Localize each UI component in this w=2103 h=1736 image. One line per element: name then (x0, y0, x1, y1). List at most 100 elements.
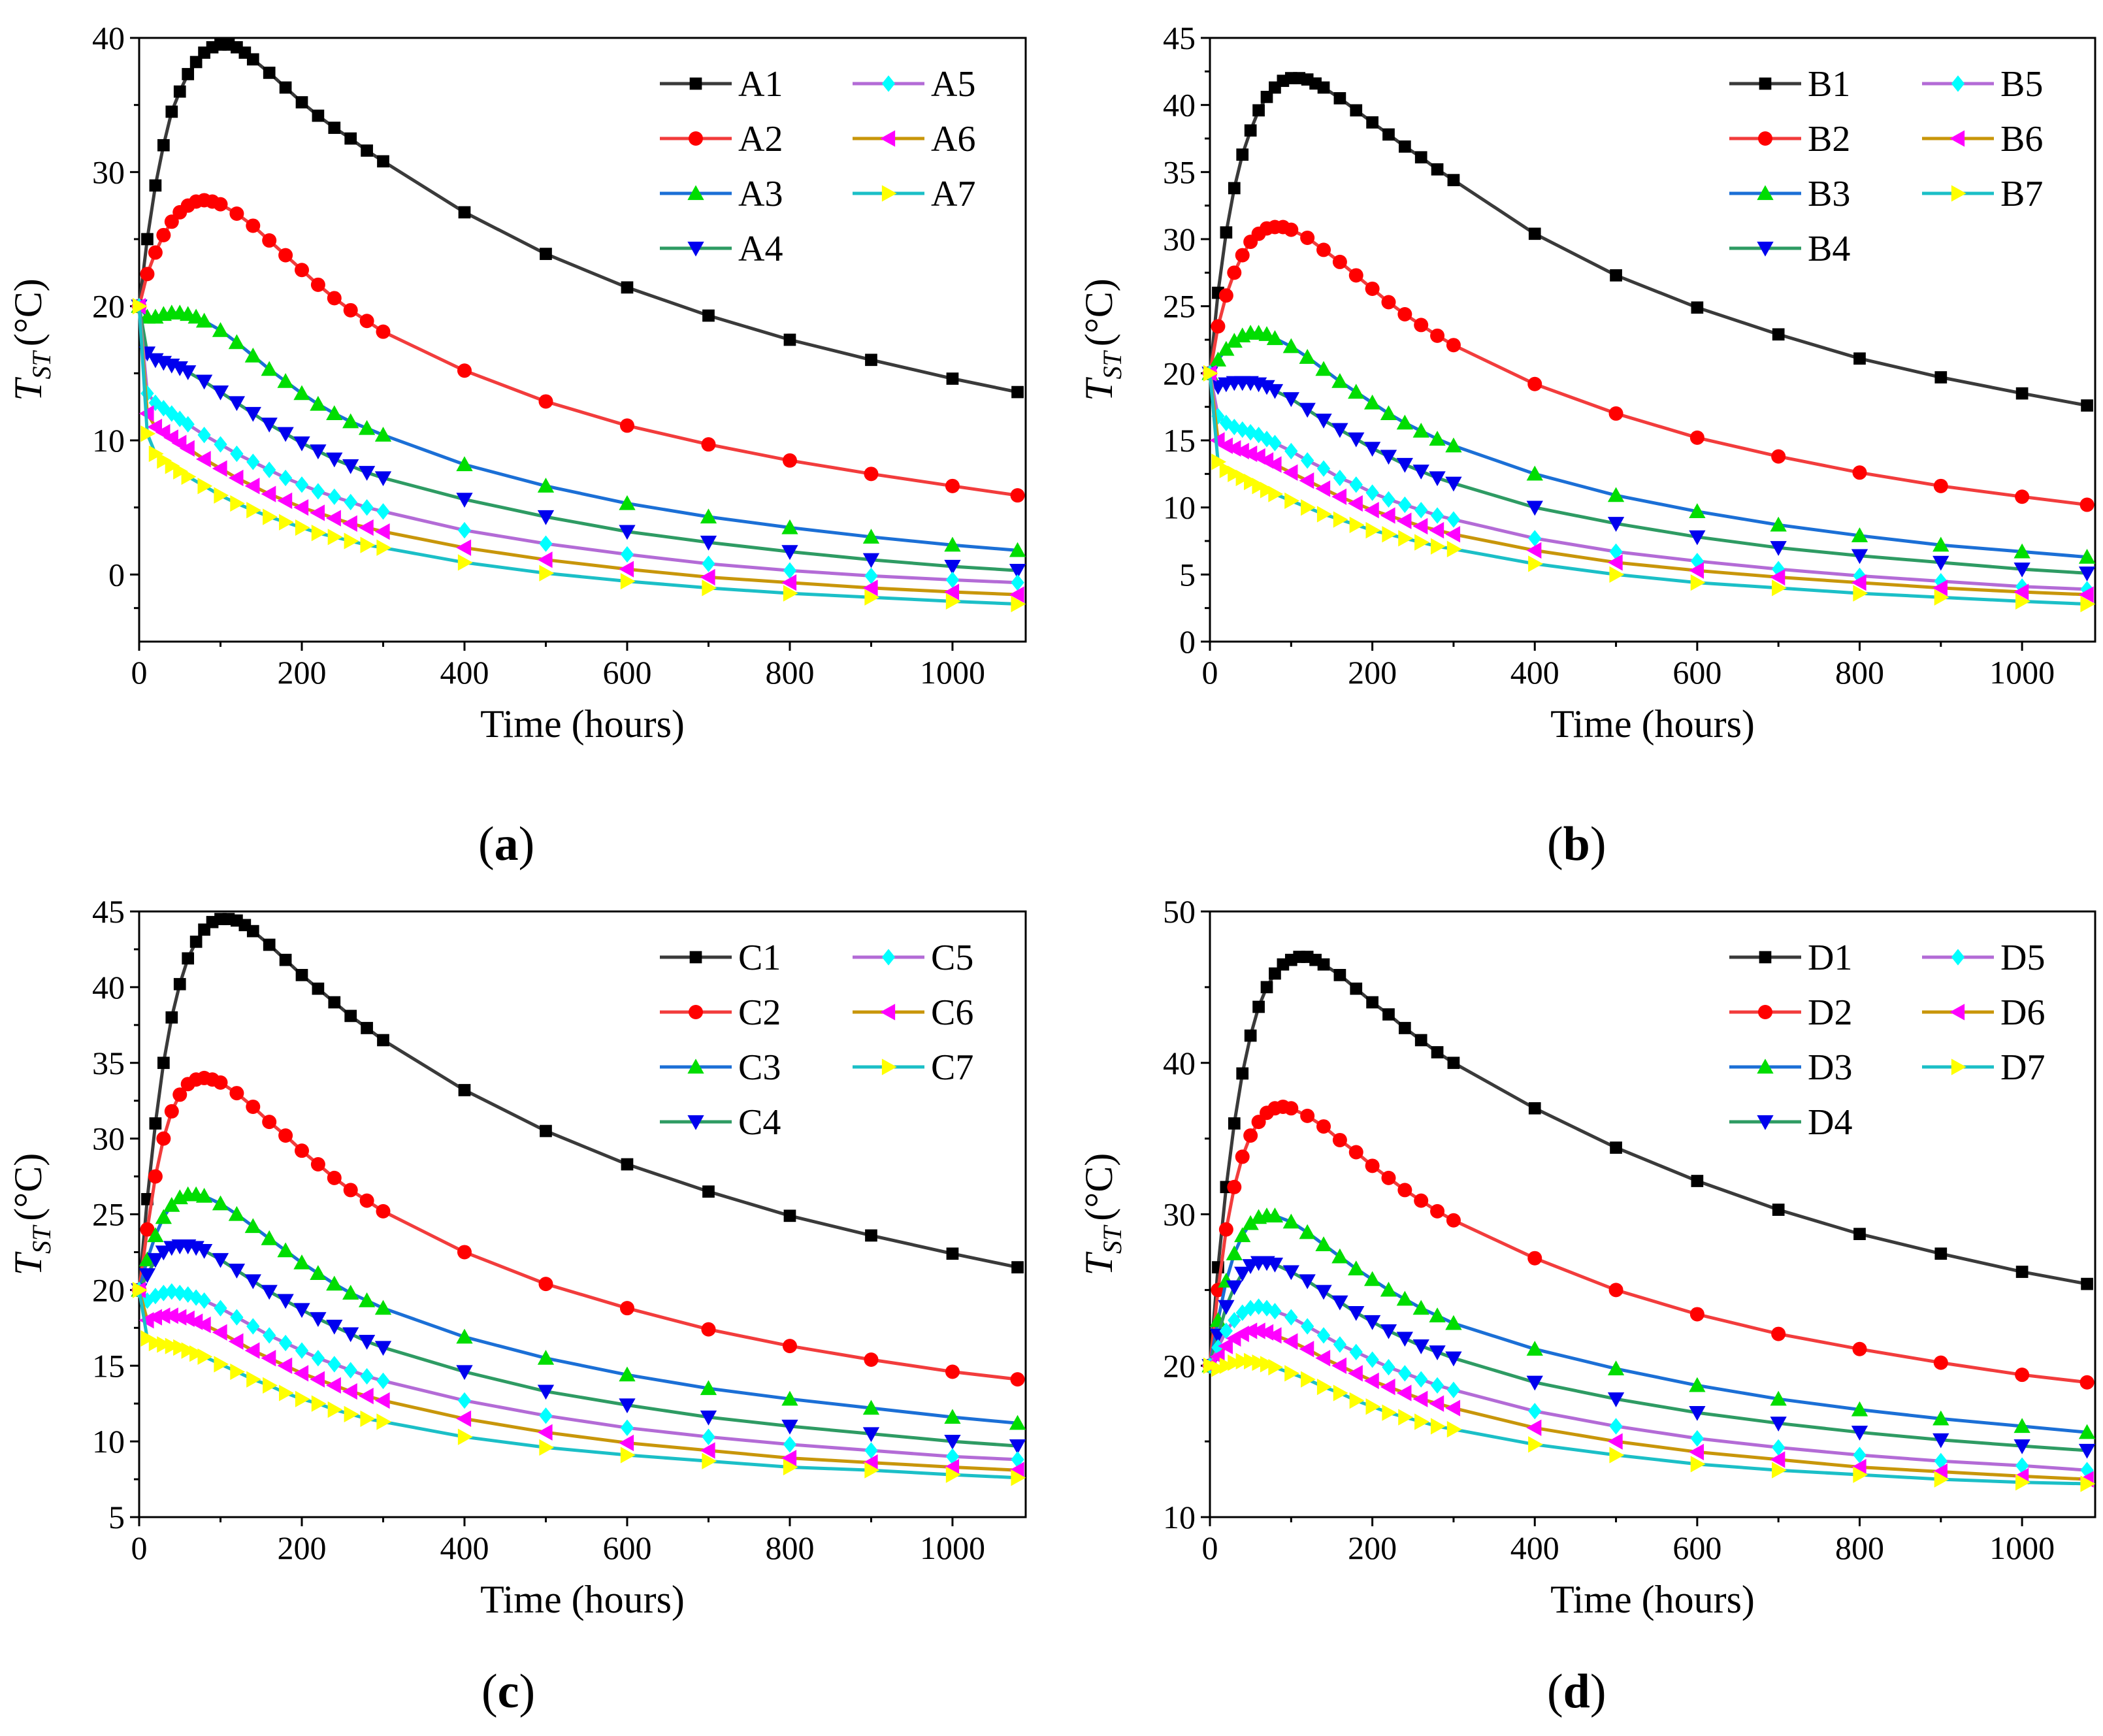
data-point-a2 (229, 206, 244, 221)
data-point-a7 (327, 529, 343, 546)
data-point-d4 (1348, 1306, 1365, 1321)
data-point-b6 (1299, 472, 1314, 489)
data-point-c2 (229, 1086, 244, 1101)
y-tick-label: 20 (92, 288, 125, 325)
data-point-d7 (1430, 1418, 1446, 1435)
data-point-b3 (1429, 431, 1446, 446)
legend-marker-a2 (689, 131, 703, 146)
data-point-c7 (197, 1348, 213, 1365)
data-point-d1 (1244, 1029, 1257, 1042)
data-point-d6 (1689, 1443, 1704, 1460)
data-point-b5 (1609, 543, 1623, 561)
data-point-d3 (1396, 1290, 1413, 1306)
data-point-c5 (197, 1292, 211, 1309)
chart-panel-a: 0 200 400 600 800 1000 0 10 20 30 40 Time (hours) TS… (7, 20, 1027, 745)
data-point-d4 (1363, 1315, 1381, 1330)
data-point-d5 (1528, 1403, 1542, 1420)
data-point-a1 (783, 333, 796, 346)
data-point-d5 (1228, 1312, 1241, 1329)
data-point-c1 (149, 1117, 162, 1130)
data-point-b4 (1363, 442, 1381, 457)
legend-marker-d2 (1758, 1005, 1772, 1019)
data-point-d3 (1363, 1271, 1381, 1286)
legend-label-d7: D7 (2000, 1047, 2045, 1088)
legend-marker-a3 (687, 185, 704, 201)
data-point-c4 (537, 1384, 555, 1400)
y-tick-label: 20 (1163, 1347, 1196, 1384)
data-point-c6 (862, 1454, 878, 1471)
data-point-b5 (1528, 530, 1542, 547)
data-point-a1 (540, 248, 552, 260)
data-point-a5 (783, 562, 797, 579)
data-point-a5 (327, 488, 341, 505)
data-point-c7 (173, 1339, 188, 1356)
data-point-c5 (344, 1362, 357, 1379)
x-tick-label: 0 (131, 1530, 148, 1566)
data-point-d1 (2081, 1277, 2093, 1290)
data-point-d3 (1412, 1300, 1429, 1315)
data-point-c6 (147, 1309, 163, 1326)
data-point-a2 (538, 394, 553, 409)
data-point-b2 (1235, 248, 1250, 263)
data-point-b2 (1397, 306, 1412, 321)
data-point-b5 (1414, 502, 1428, 519)
legend-label-a5: A5 (931, 64, 975, 105)
data-point-b7 (1244, 474, 1259, 491)
data-point-d7 (1349, 1392, 1365, 1409)
data-point-d5 (1446, 1381, 1461, 1398)
data-point-a7 (360, 536, 376, 553)
data-point-d1 (1236, 1067, 1249, 1080)
data-point-b7 (1382, 526, 1397, 543)
y-tick-label: 40 (92, 969, 125, 1006)
data-point-b2 (1316, 242, 1331, 257)
data-point-c5 (295, 1342, 309, 1359)
series-a5 (132, 298, 1024, 591)
data-point-d3 (1282, 1213, 1299, 1229)
data-point-a6 (228, 469, 244, 487)
data-point-c2 (213, 1075, 228, 1090)
data-point-d2 (1316, 1119, 1331, 1134)
y-axis-title-unit: (°C) (1077, 278, 1120, 346)
data-point-a4 (862, 553, 880, 568)
data-point-b7 (2015, 593, 2030, 610)
data-point-d1 (1382, 1008, 1395, 1021)
data-point-d3 (1851, 1401, 1868, 1417)
x-tick-label: 200 (1348, 654, 1397, 691)
series-d7 (1203, 1352, 2096, 1492)
data-point-b5 (1211, 408, 1225, 425)
data-point-d7 (1228, 1354, 1243, 1371)
data-point-c6 (342, 1383, 357, 1400)
data-point-a4 (310, 444, 327, 460)
legend-label-b6: B6 (2000, 119, 2043, 159)
data-point-a1 (344, 132, 357, 145)
data-point-d7 (2080, 1475, 2096, 1492)
data-point-a7 (140, 425, 156, 442)
data-point-d7 (1609, 1447, 1625, 1464)
data-point-d6 (1250, 1322, 1265, 1339)
data-point-d1 (1317, 958, 1330, 971)
data-point-c7 (311, 1395, 327, 1412)
data-point-c5 (140, 1292, 154, 1309)
data-point-d4 (1429, 1345, 1446, 1361)
data-point-d3 (1380, 1281, 1397, 1297)
series-a1 (133, 38, 1024, 399)
data-point-d2 (1332, 1132, 1347, 1147)
data-point-a2 (359, 314, 374, 329)
data-point-a7 (278, 514, 294, 531)
data-point-a7 (702, 580, 717, 597)
legend-label-c5: C5 (931, 938, 973, 978)
data-point-d4 (2078, 1443, 2096, 1459)
data-point-d7 (1301, 1371, 1316, 1388)
data-point-a3 (187, 308, 204, 324)
data-point-b3 (2078, 548, 2096, 564)
data-point-a4 (171, 361, 188, 376)
data-point-d1 (1333, 968, 1346, 981)
data-point-b4 (1689, 530, 1706, 546)
y-tick-label: 15 (1163, 422, 1196, 459)
data-point-c2 (278, 1128, 293, 1143)
data-point-a5 (620, 546, 634, 563)
data-point-a7 (246, 502, 261, 519)
data-point-c7 (148, 1334, 164, 1352)
data-point-d2 (1689, 1307, 1704, 1322)
data-point-a2 (310, 277, 325, 292)
